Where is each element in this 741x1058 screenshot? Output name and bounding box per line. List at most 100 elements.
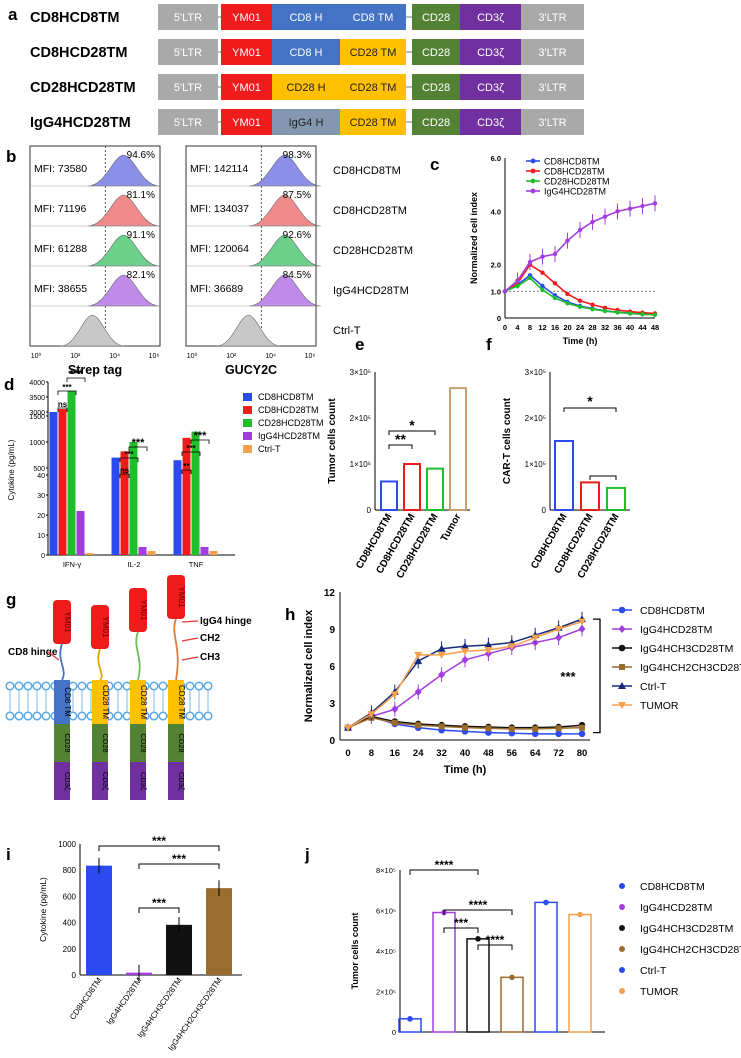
segment-cd8 <box>272 39 340 65</box>
segment-ltr <box>521 109 584 135</box>
lipid-head <box>149 711 159 721</box>
significance-bracket <box>443 909 513 915</box>
segment-label: 5'LTR <box>174 12 202 24</box>
data-point <box>485 725 492 732</box>
data-point <box>540 287 545 293</box>
bar <box>147 551 156 555</box>
construct-name: IgG4HCD28TM <box>30 115 131 131</box>
legend-label: IgG4HCH2CH3CD28TM <box>640 944 741 956</box>
bar <box>426 467 444 512</box>
row-name: CD8HCD8TM <box>333 165 401 177</box>
y-tick-label: 30 <box>37 493 45 500</box>
segment-label: IgG4 H <box>289 117 324 129</box>
legend-marker <box>618 702 626 709</box>
data-point <box>461 655 469 664</box>
tick-label: 10⁶ <box>149 353 160 360</box>
tm-label: CD28 TM <box>139 685 148 719</box>
panel-label: i <box>6 845 11 864</box>
legend-label: CD8HCD8TM <box>640 605 705 617</box>
segment-label: CD28 H <box>286 82 325 94</box>
data-point <box>438 723 445 730</box>
series-line <box>347 618 583 729</box>
panel-label: b <box>6 147 16 166</box>
ym01-label: YM01 <box>139 600 148 621</box>
y-tick-label: 12 <box>324 588 336 599</box>
y-tick-label: 0 <box>392 1028 396 1037</box>
construct-name: CD8HCD28TM <box>30 45 128 61</box>
lipid-head <box>194 681 204 691</box>
ym01-label: YM01 <box>63 612 72 633</box>
significance-bracket <box>119 457 139 462</box>
legend-label: Ctrl-T <box>640 965 667 977</box>
bar <box>191 431 200 555</box>
x-tick-label: 8 <box>528 323 532 332</box>
segment-ltr <box>521 39 584 65</box>
cd3z-label: CD3ζ <box>101 772 110 791</box>
data-point <box>391 719 398 726</box>
percent-label: 92.6% <box>283 230 311 241</box>
bar <box>120 451 129 555</box>
panel-j-bar-chart: j 0 2×10⁵ 4×10⁵ 6×10⁵ 8×10⁵ Tumor cells count C… <box>304 845 741 1037</box>
segment-cd8 <box>272 4 340 30</box>
data-point <box>507 643 516 651</box>
legend-marker <box>619 883 625 889</box>
y-tick-label: 1000 <box>29 440 45 447</box>
lipid-head <box>113 681 123 691</box>
data-point <box>640 312 645 317</box>
legend-swatch <box>243 419 252 427</box>
data-point <box>554 626 563 633</box>
hinge-linker <box>59 643 65 681</box>
panel-label: f <box>486 335 492 354</box>
lipid-head <box>41 711 51 721</box>
data-point <box>540 283 545 289</box>
category-label: IFN-γ <box>63 560 82 569</box>
segment-cd28 <box>412 4 460 30</box>
data-point <box>344 724 352 732</box>
y-axis-label: CAR-T cells count <box>502 397 513 484</box>
lipid-head <box>77 681 87 691</box>
data-point <box>437 651 446 659</box>
histogram-peak <box>60 314 125 347</box>
bar <box>138 547 147 555</box>
lipid-head <box>5 711 15 721</box>
segment-cd28 <box>412 39 460 65</box>
ym01-domain <box>129 588 147 632</box>
mfi-label: MFI: 61288 <box>34 243 87 255</box>
segment-label: CD3ζ <box>477 12 504 24</box>
significance-bracket <box>138 907 180 913</box>
tick-label: 10⁰ <box>187 352 198 360</box>
significance-bracket <box>98 845 220 851</box>
bar <box>568 913 592 1033</box>
cd28-label: CD28 <box>177 733 186 752</box>
data-point <box>565 291 570 297</box>
data-point <box>552 295 558 301</box>
y-tick-label: 1×10⁵ <box>350 460 371 469</box>
significance-mark: *** <box>194 430 208 442</box>
bar <box>209 551 218 555</box>
data-point <box>555 633 563 642</box>
legend-marker <box>618 682 626 689</box>
panel-label: j <box>304 845 310 864</box>
lipid-head <box>5 681 15 691</box>
legend-label: CD8HCD8TM <box>258 392 314 402</box>
y-tick-label: 4000 <box>29 380 45 387</box>
significance-mark: **** <box>486 933 505 947</box>
bar <box>49 412 58 555</box>
significance-mark: *** <box>152 834 166 848</box>
significance-mark: *** <box>560 669 576 684</box>
bar <box>206 888 232 975</box>
legend-marker <box>619 664 625 670</box>
segment-cd3z <box>460 109 521 135</box>
row-name: CD8HCD28TM <box>333 205 407 217</box>
legend-marker <box>619 967 625 973</box>
legend-label: CD8HCD8TM <box>640 881 705 893</box>
tm-label: CD8 TM <box>63 687 72 717</box>
legend-label: Ctrl-T <box>258 444 281 454</box>
y-tick-label: 0 <box>41 553 45 560</box>
segment-ltr <box>158 74 218 100</box>
data-point <box>555 725 562 732</box>
cd28-label: CD28 <box>101 733 110 752</box>
bar <box>449 387 467 512</box>
significance-mark: ** <box>183 462 190 471</box>
